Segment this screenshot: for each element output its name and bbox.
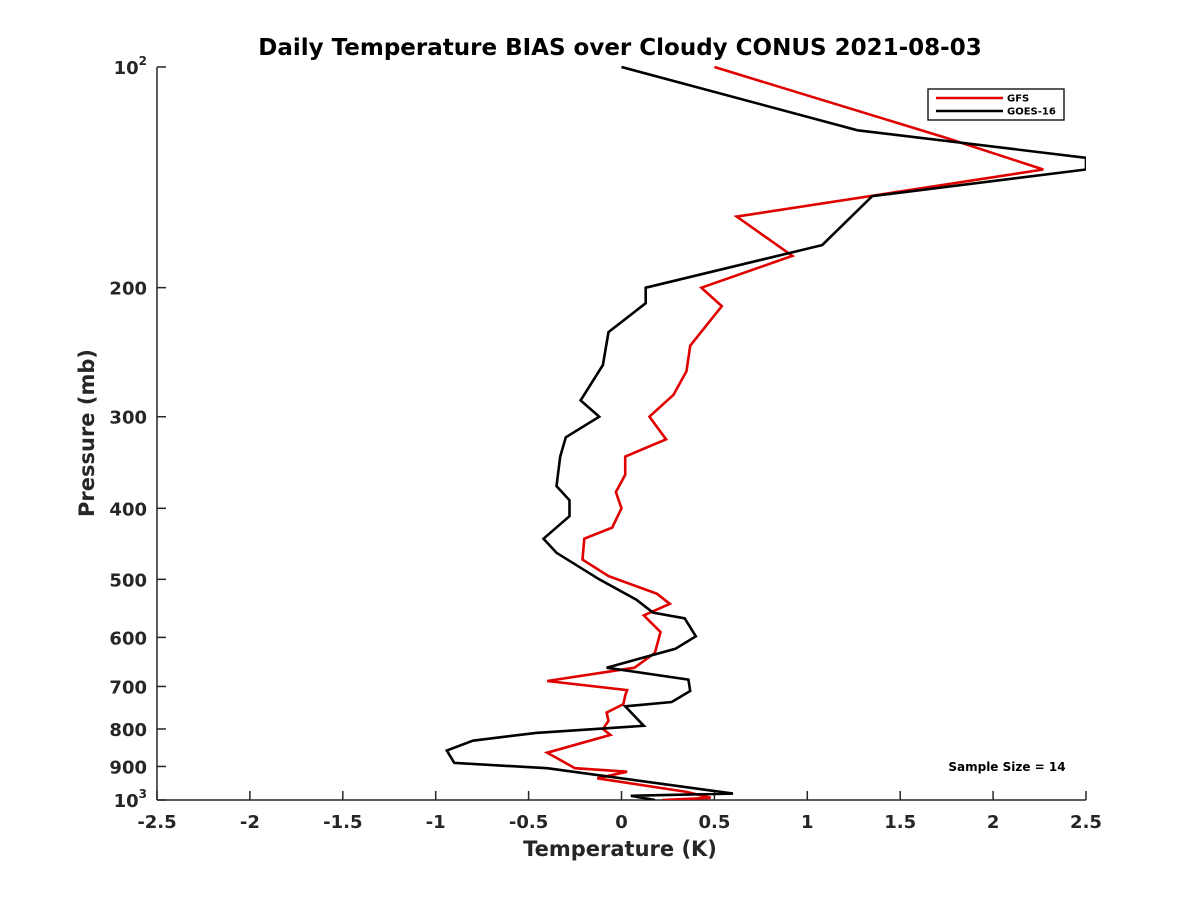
legend-label: GFS: [1007, 94, 1029, 105]
x-tick-label: 2: [987, 812, 1000, 833]
x-tick-label: 1: [801, 812, 814, 833]
legend: GFS GOES-16: [927, 88, 1065, 121]
chart-title: Daily Temperature BIAS over Cloudy CONUS…: [258, 35, 981, 61]
series-line-goes-16: [444, 65, 1086, 800]
x-axis-label: Temperature (K): [523, 837, 717, 861]
legend-box: [927, 88, 1065, 121]
legend-label: GOES-16: [1007, 107, 1056, 118]
x-tick-label: 0: [615, 812, 628, 833]
x-tick-label: 0.5: [698, 812, 730, 833]
x-tick-label: -0.5: [509, 812, 548, 833]
y-tick-label: 200: [109, 279, 147, 300]
y-tick-label: 600: [109, 628, 147, 649]
plot-area: -2.5 -2 -1.5 -1 -0.5 0 0.5 1 1.5 2 2.5 102 200 300 400…: [109, 54, 1102, 833]
sample-size-annotation: Sample Size = 14: [948, 760, 1065, 774]
y-tick-label: 300: [109, 408, 147, 429]
x-tick-label: 1.5: [884, 812, 916, 833]
series-line-gfs: [543, 65, 1044, 800]
y-tick-label: 700: [109, 677, 147, 698]
y-axis-label: Pressure (mb): [75, 349, 99, 517]
y-tick-label: 400: [109, 499, 147, 520]
x-tick-label: -1.5: [323, 812, 362, 833]
x-tick-label: 2.5: [1070, 812, 1102, 833]
y-tick-label: 103: [114, 787, 147, 812]
x-tick-label: -1: [426, 812, 446, 833]
y-tick-label: 102: [114, 54, 147, 79]
y-tick-label: 900: [109, 757, 147, 778]
y-tick-label: 800: [109, 720, 147, 741]
x-tick-label: -2: [240, 812, 260, 833]
y-tick-label: 500: [109, 570, 147, 591]
x-tick-label: -2.5: [137, 812, 176, 833]
